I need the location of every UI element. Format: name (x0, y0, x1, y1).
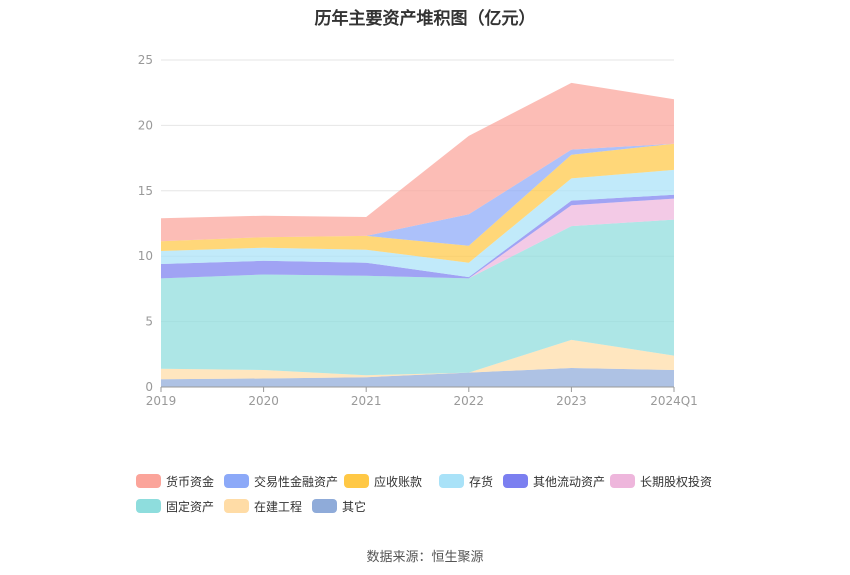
legend-item[interactable]: 应收账款 (344, 472, 422, 490)
area-series-5[interactable] (161, 169, 674, 278)
legend-swatch (503, 474, 528, 488)
x-tick-label: 2023 (556, 394, 587, 408)
legend-label: 其它 (342, 499, 367, 514)
area-series-8[interactable] (161, 82, 674, 242)
legend-swatch (312, 499, 337, 513)
legend-item[interactable]: 其他流动资产 (503, 472, 605, 490)
area-series-6[interactable] (161, 143, 674, 263)
x-tick-label: 2024Q1 (650, 394, 698, 408)
legend-label: 交易性金融资产 (254, 474, 339, 489)
x-tick-label: 2021 (351, 394, 382, 408)
area-series-2[interactable] (161, 219, 674, 376)
area-series-0[interactable] (161, 368, 674, 387)
legend-swatch (224, 499, 249, 513)
legend-item[interactable]: 在建工程 (224, 497, 302, 515)
y-tick-label: 20 (138, 118, 153, 132)
legend-swatch (136, 474, 161, 488)
legend-label: 其他流动资产 (533, 474, 606, 489)
legend-label: 固定资产 (166, 499, 215, 514)
legend-item[interactable]: 其它 (312, 497, 366, 515)
legend-swatch (136, 499, 161, 513)
x-tick-label: 2020 (248, 394, 279, 408)
legend-swatch (344, 474, 369, 488)
legend-item[interactable]: 固定资产 (136, 497, 214, 515)
y-tick-label: 10 (138, 249, 153, 263)
y-tick-label: 25 (138, 53, 153, 67)
area-series-3[interactable] (161, 198, 674, 279)
area-series-7[interactable] (161, 143, 674, 246)
axes: 0 5 10 15 20 25 2019 2020 2021 2022 2023 2024Q1 (138, 53, 698, 408)
area-series (161, 82, 674, 387)
legend-item[interactable]: 存货 (439, 472, 493, 490)
y-tick-label: 0 (145, 380, 153, 394)
source-text: 数据来源：恒生聚源 (366, 550, 484, 565)
x-tick-label: 2019 (146, 394, 177, 408)
chart-title: 历年主要资产堆积图（亿元） (314, 9, 536, 29)
area-series-4[interactable] (161, 194, 674, 279)
area-series-1[interactable] (161, 339, 674, 380)
legend-label: 长期股权投资 (640, 474, 713, 489)
legend-swatch (224, 474, 249, 488)
legend-swatch (610, 474, 635, 488)
legend-label: 货币资金 (166, 474, 215, 489)
legend-item[interactable]: 货币资金 (136, 472, 214, 490)
legend-item[interactable]: 长期股权投资 (610, 472, 712, 490)
legend-label: 存货 (469, 474, 494, 489)
legend-label: 在建工程 (254, 499, 303, 514)
x-tick-label: 2022 (454, 394, 485, 408)
legend-swatch (439, 474, 464, 488)
y-tick-label: 5 (145, 315, 153, 329)
legend-label: 应收账款 (374, 474, 423, 489)
y-tick-label: 15 (138, 184, 153, 198)
legend-item[interactable]: 交易性金融资产 (224, 472, 338, 490)
